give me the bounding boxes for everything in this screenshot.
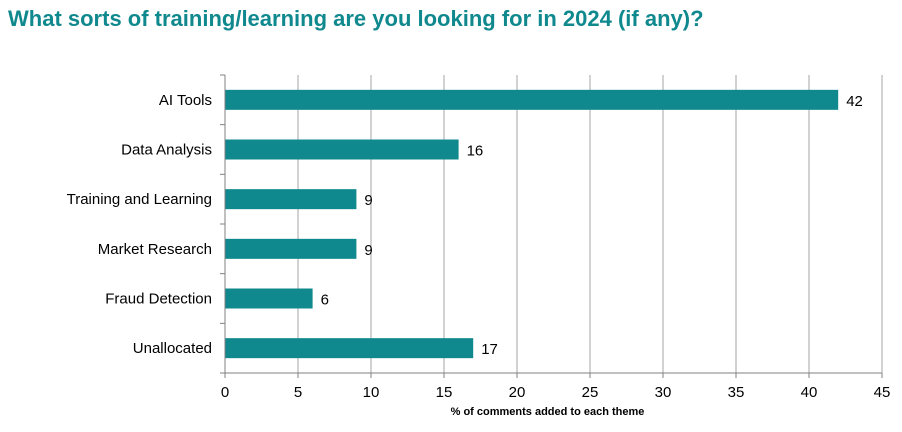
category-label: Market Research (98, 241, 212, 258)
category-label: Data Analysis (121, 142, 212, 159)
value-label: 6 (321, 292, 329, 309)
axes (220, 74, 883, 378)
chart-title: What sorts of training/learning are you … (8, 6, 704, 31)
value-label: 42 (846, 93, 863, 110)
value-label: 16 (467, 143, 484, 160)
value-label: 9 (364, 242, 372, 259)
bar (225, 338, 474, 359)
gridlines (297, 75, 883, 373)
x-tick-label: 30 (655, 384, 672, 401)
value-label: 17 (481, 341, 498, 358)
x-tick-label: 25 (582, 384, 599, 401)
bar (225, 288, 313, 309)
category-label: Unallocated (133, 340, 212, 357)
category-label: Training and Learning (67, 191, 212, 208)
x-tick-label: 10 (363, 384, 380, 401)
bars (225, 89, 839, 359)
x-tick-label: 35 (728, 384, 745, 401)
category-labels: AI Tools Data Analysis Training and Learni… (67, 92, 212, 357)
x-tick-labels: 0 5 10 15 20 25 30 35 40 45 (221, 384, 891, 401)
x-tick-label: 5 (294, 384, 302, 401)
value-labels: 42 16 9 9 6 17 (321, 93, 863, 358)
x-tick-label: 45 (874, 384, 891, 401)
category-label: AI Tools (159, 92, 212, 109)
value-label: 9 (364, 192, 372, 209)
bar (225, 89, 839, 110)
bar (225, 189, 357, 210)
x-tick-label: 0 (221, 384, 229, 401)
x-tick-label: 15 (436, 384, 453, 401)
x-axis-title: % of comments added to each theme (451, 406, 645, 418)
bar (225, 139, 459, 160)
x-tick-label: 20 (509, 384, 526, 401)
bar (225, 238, 357, 259)
category-label: Fraud Detection (105, 291, 212, 308)
x-tick-label: 40 (801, 384, 818, 401)
